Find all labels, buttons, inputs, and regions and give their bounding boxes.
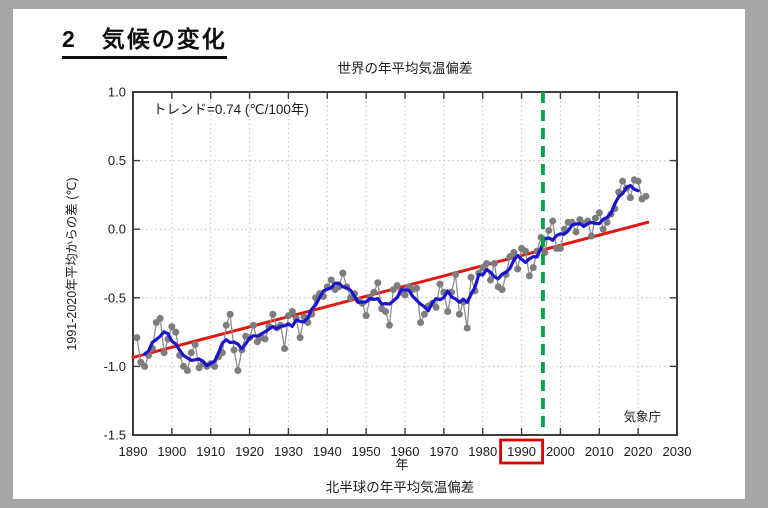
x-tick-label: 1960 (391, 444, 420, 459)
annual-data-point (444, 308, 452, 316)
annual-data-point (463, 324, 471, 332)
annual-data-point (187, 349, 195, 357)
annual-data-point (455, 310, 463, 318)
x-tick-label: 1900 (157, 444, 186, 459)
annual-data-point (133, 334, 141, 342)
annual-data-point (634, 177, 642, 185)
annual-data-point (545, 227, 553, 235)
annual-data-point (525, 272, 533, 280)
x-tick-label: 2030 (663, 444, 692, 459)
y-tick-label: 1.0 (108, 85, 126, 100)
annual-data-point (549, 217, 557, 225)
x-tick-label: 2010 (585, 444, 614, 459)
annual-data-point (261, 335, 269, 343)
annual-data-point (296, 334, 304, 342)
annual-data-point (514, 265, 522, 273)
y-tick-label: -0.5 (104, 290, 126, 305)
annual-data-point (141, 362, 149, 370)
annual-data-point (490, 260, 498, 267)
annual-data-point (529, 264, 537, 272)
highlight-box-1990 (499, 438, 544, 465)
annual-data-point (234, 367, 242, 375)
x-tick-label: 1890 (119, 444, 148, 459)
annual-data-point (222, 321, 230, 329)
annual-data-point (452, 270, 460, 278)
annual-data-point (401, 291, 409, 299)
x-tick-label: 1970 (429, 444, 458, 459)
x-tick-label: 1980 (468, 444, 497, 459)
annual-data-point (599, 225, 607, 233)
x-tick-label: 1950 (352, 444, 381, 459)
y-tick-label: 0.0 (108, 222, 126, 237)
y-tick-label: -1.5 (104, 428, 126, 443)
annual-data-point (168, 323, 176, 331)
annual-data-point (230, 346, 238, 354)
annual-data-point (393, 281, 401, 289)
annual-data-point (420, 310, 428, 318)
annual-data-point (339, 269, 347, 277)
annual-data-point (281, 345, 289, 353)
x-tick-label: 1990 (507, 444, 536, 459)
annual-data-point (498, 286, 506, 294)
annual-data-point (370, 288, 378, 296)
x-tick-label: 2020 (624, 444, 653, 459)
annual-data-point (362, 312, 370, 320)
annual-data-point (382, 308, 390, 316)
chart-title: 世界の年平均気温偏差 (338, 61, 473, 76)
x-tick-label: 2000 (546, 444, 575, 459)
annual-data-point (156, 314, 164, 322)
annual-data-point (483, 260, 491, 267)
section-heading: 2 気候の変化 (62, 20, 227, 59)
annual-data-point (327, 276, 335, 284)
annual-data-point (183, 367, 191, 375)
annual-data-point (642, 192, 650, 200)
annual-data-point (591, 214, 599, 222)
annual-data-point (626, 194, 634, 202)
y-axis-label: 1991-2020年平均からの差 (℃) (65, 177, 79, 350)
annual-data-point (385, 321, 393, 329)
annual-data-point (521, 247, 529, 255)
annual-data-point (249, 321, 257, 329)
annual-series-line (136, 178, 647, 372)
annual-data-point (191, 340, 199, 348)
y-tick-label: 0.5 (108, 153, 126, 168)
annual-data-point (417, 318, 425, 326)
annual-data-point (374, 279, 382, 287)
annual-data-point (432, 303, 440, 311)
trend-annotation: トレンド=0.74 (℃/100年) (153, 102, 309, 117)
annual-data-point (588, 232, 596, 240)
annual-data-point (510, 249, 518, 257)
x-tick-label: 1910 (196, 444, 225, 459)
annual-data-point (160, 349, 168, 357)
document-page (13, 9, 745, 499)
annual-data-point (619, 177, 627, 185)
annual-data-point (556, 244, 564, 252)
moving-average-line (143, 183, 640, 368)
annual-data-point (436, 280, 444, 288)
annual-data-point (572, 228, 580, 236)
annual-data-point (269, 310, 277, 318)
annual-data-point (172, 328, 180, 336)
annual-data-point (288, 308, 296, 316)
annual-data-point (595, 209, 603, 217)
source-label: 気象庁 (623, 409, 661, 424)
annual-data-point (467, 273, 475, 281)
annual-data-point (211, 362, 219, 370)
x-tick-label: 1940 (313, 444, 342, 459)
x-axis-label: 年 (395, 457, 408, 472)
x-tick-label: 1930 (274, 444, 303, 459)
plot-area: 1890 1900 1910 1920 1930 1940 1950 1960 1970 1980… (104, 85, 692, 465)
bottom-figure-caption: 北半球の年平均気温偏差 (326, 480, 475, 495)
x-tick-label: 1920 (235, 444, 264, 459)
annual-data-point (226, 310, 234, 318)
annual-data-point (603, 218, 611, 226)
y-tick-label: -1.0 (104, 359, 126, 374)
annual-data-point (486, 276, 494, 284)
annual-data-point (413, 284, 421, 292)
